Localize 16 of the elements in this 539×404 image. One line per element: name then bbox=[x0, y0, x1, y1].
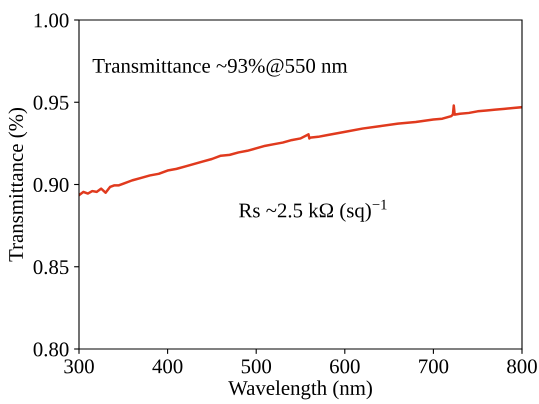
annotation: Rs ~2.5 kΩ (sq)$^{−1}$ bbox=[239, 200, 387, 222]
x-tick-label: 400 bbox=[152, 359, 182, 374]
y-tick-label: 1.00 bbox=[34, 13, 68, 28]
line-series bbox=[79, 104, 522, 196]
x-axis-title: Wavelength (nm) bbox=[228, 380, 372, 400]
x-tick-label: 600 bbox=[330, 359, 360, 374]
x-tick-label: 700 bbox=[419, 359, 448, 374]
y-tick-label: 0.85 bbox=[34, 260, 68, 274]
y-tick-label: 0.95 bbox=[34, 96, 68, 110]
annotation: Transmittance ~93%@550 nm bbox=[92, 58, 348, 77]
y-tick-label: 0.80 bbox=[34, 342, 68, 357]
y-axis-title: Transmittance (%) bbox=[8, 108, 28, 262]
x-tick-label: 500 bbox=[242, 359, 272, 374]
x-tick-label: 300 bbox=[64, 359, 94, 374]
x-tick-label: 800 bbox=[507, 359, 537, 374]
y-tick-label: 0.90 bbox=[34, 178, 68, 192]
